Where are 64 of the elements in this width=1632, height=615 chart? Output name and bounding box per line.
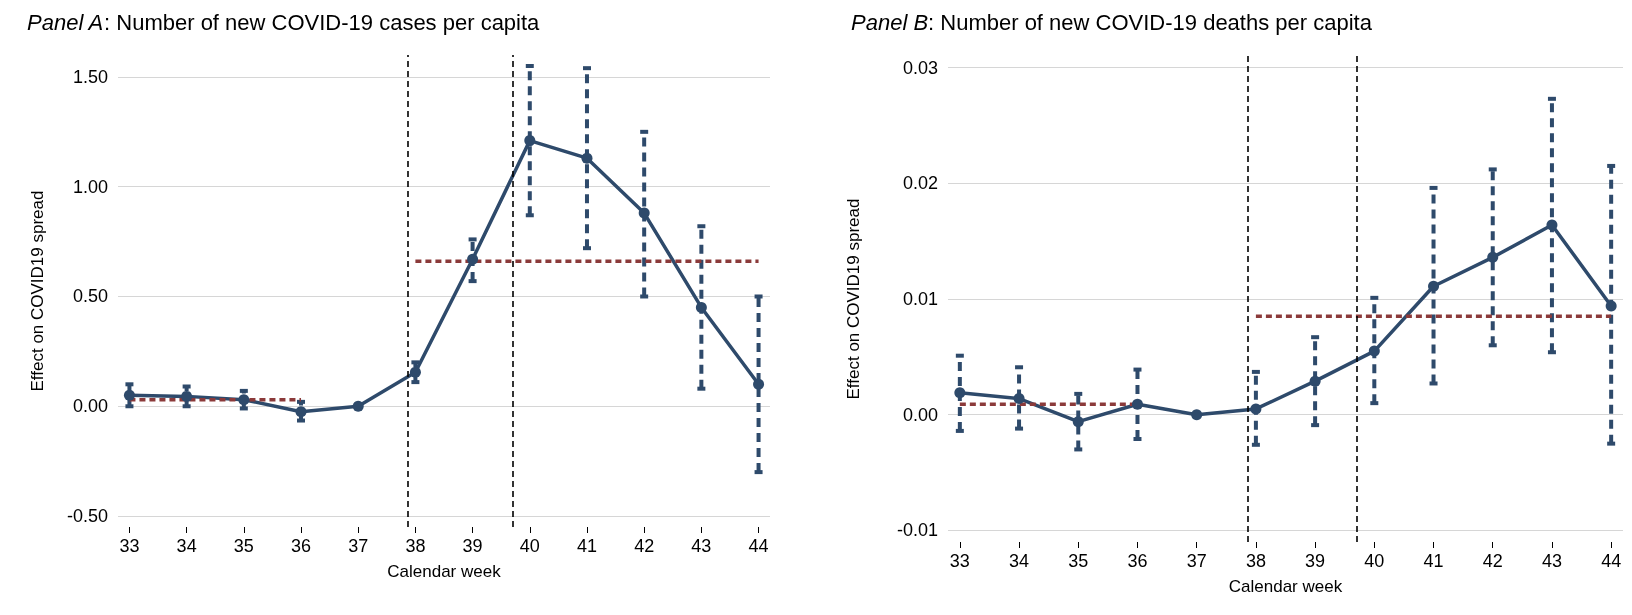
y-tick-label: 0.01	[902, 289, 938, 309]
point	[1487, 251, 1499, 263]
point	[1309, 375, 1321, 387]
point	[1546, 219, 1558, 231]
x-tick-label: 40	[519, 536, 540, 556]
x-tick-label: 34	[1009, 551, 1030, 571]
point	[295, 406, 307, 418]
x-tick-label: 36	[1127, 551, 1148, 571]
point	[1605, 300, 1617, 312]
x-tick-label: 35	[1068, 551, 1089, 571]
y-tick-label: -0.01	[896, 520, 938, 541]
point	[954, 387, 966, 399]
x-tick-label: 36	[291, 536, 312, 556]
x-tick-label: 39	[462, 536, 483, 556]
point	[695, 301, 707, 313]
x-tick-label: 44	[1601, 551, 1622, 571]
x-tick-label: 37	[348, 536, 369, 556]
y-tick-label: 1.00	[72, 176, 108, 197]
y-tick-label: 0.00	[902, 404, 938, 425]
point	[1013, 393, 1025, 405]
x-tick-label: 43	[1541, 551, 1562, 571]
y-tick-label: 0.50	[72, 286, 108, 307]
y-axis-title: Effect on COVID19 spread	[28, 190, 47, 392]
x-tick-label: 39	[1305, 551, 1326, 571]
point	[638, 207, 650, 219]
x-tick-label: 38	[405, 536, 426, 556]
x-tick-label: 38	[1245, 551, 1266, 571]
x-axis-title: Calendar week	[1228, 577, 1343, 596]
chart-title: Panel A: Number of new COVID-19 cases per capita	[27, 9, 541, 35]
point	[123, 389, 135, 401]
x-tick-label: 42	[634, 536, 655, 556]
y-tick-label: 0.02	[902, 173, 938, 194]
point	[467, 253, 479, 265]
point	[1368, 345, 1380, 357]
y-tick-label: -0.50	[66, 506, 108, 527]
point	[581, 152, 593, 164]
x-tick-label: 41	[1423, 551, 1444, 571]
x-axis-title: Calendar week	[387, 562, 502, 581]
point	[1072, 416, 1084, 428]
point	[1191, 409, 1203, 421]
x-tick-label: 34	[176, 536, 197, 556]
x-tick-label: 35	[233, 536, 254, 556]
point	[1131, 398, 1143, 410]
x-tick-label: 37	[1186, 551, 1207, 571]
point	[753, 378, 765, 390]
point	[1428, 280, 1440, 292]
x-tick-label: 44	[748, 536, 769, 556]
y-tick-label: 0.03	[902, 57, 938, 78]
y-tick-label: 1.50	[72, 66, 108, 87]
x-tick-label: 33	[949, 551, 970, 571]
x-tick-label: 42	[1482, 551, 1503, 571]
x-tick-label: 40	[1364, 551, 1385, 571]
point	[1250, 403, 1262, 415]
y-tick-label: 0.00	[72, 396, 108, 417]
point	[238, 394, 250, 406]
x-tick-label: 43	[691, 536, 712, 556]
y-axis-title: Effect on COVID19 spread	[844, 198, 863, 400]
point	[524, 135, 536, 147]
point	[352, 400, 364, 412]
x-tick-label: 41	[576, 536, 597, 556]
x-tick-label: 33	[119, 536, 140, 556]
point	[409, 366, 421, 378]
chart-title: Panel B: Number of new COVID-19 deaths per capita	[851, 9, 1373, 35]
point	[181, 390, 193, 402]
